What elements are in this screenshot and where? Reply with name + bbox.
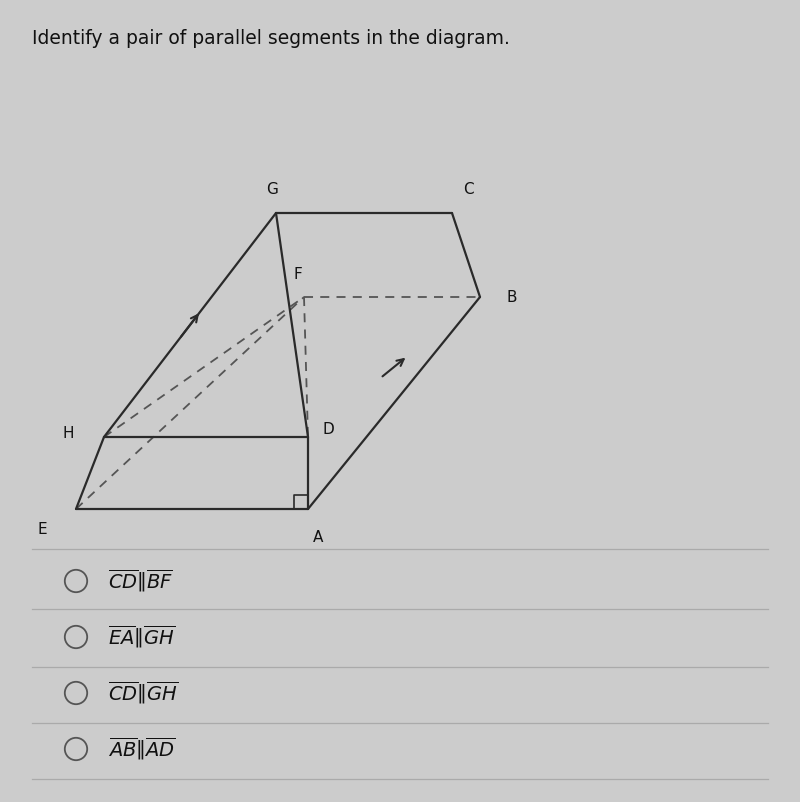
Text: C: C	[462, 181, 474, 196]
Text: G: G	[266, 181, 278, 196]
Text: H: H	[62, 426, 74, 440]
Text: B: B	[506, 290, 518, 305]
Text: $\overline{CD} \| \overline{BF}$: $\overline{CD} \| \overline{BF}$	[108, 568, 174, 594]
Text: A: A	[313, 529, 322, 545]
Text: Identify a pair of parallel segments in the diagram.: Identify a pair of parallel segments in …	[32, 29, 510, 48]
Text: $\overline{AB} \| \overline{AD}$: $\overline{AB} \| \overline{AD}$	[108, 735, 176, 763]
Text: F: F	[294, 267, 302, 282]
Text: $\overline{CD} \| \overline{GH}$: $\overline{CD} \| \overline{GH}$	[108, 679, 178, 707]
Text: E: E	[38, 521, 47, 537]
Text: $\overline{EA} \| \overline{GH}$: $\overline{EA} \| \overline{GH}$	[108, 624, 175, 650]
Text: D: D	[322, 422, 334, 436]
